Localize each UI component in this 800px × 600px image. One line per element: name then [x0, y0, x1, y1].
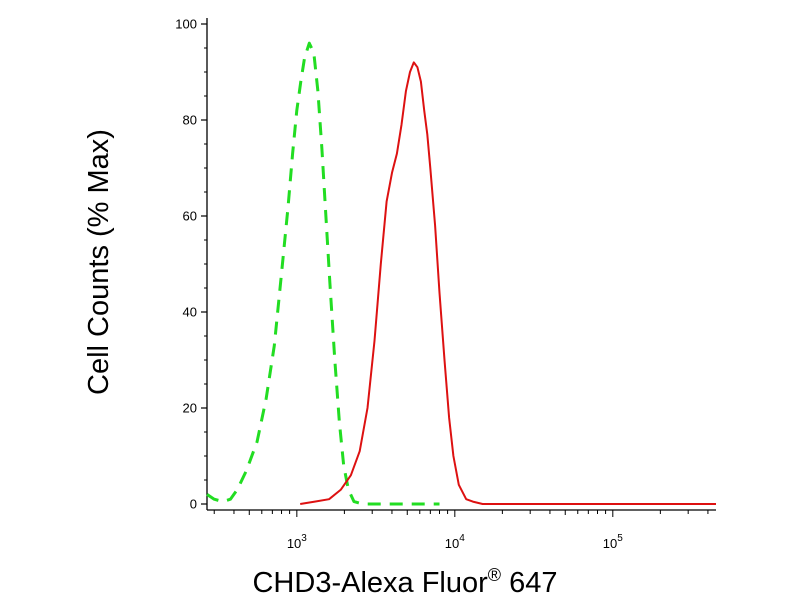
- y-tick-label: 60: [183, 209, 197, 224]
- x-tick-label: 105: [603, 533, 623, 551]
- y-tick-label: 20: [183, 401, 197, 416]
- x-tick-label: 103: [287, 533, 307, 551]
- x-axis-title: CHD3-Alexa Fluor® 647: [252, 565, 557, 599]
- series-line-solid: [300, 61, 716, 505]
- series-line-dashed: [206, 41, 440, 506]
- y-tick-label: 40: [183, 305, 197, 320]
- x-tick-label: 104: [445, 533, 465, 551]
- y-tick-label: 0: [190, 497, 197, 512]
- y-tick-label: 100: [175, 17, 197, 32]
- y-axis-title: Cell Counts (% Max): [83, 129, 115, 395]
- y-tick-label: 80: [183, 113, 197, 128]
